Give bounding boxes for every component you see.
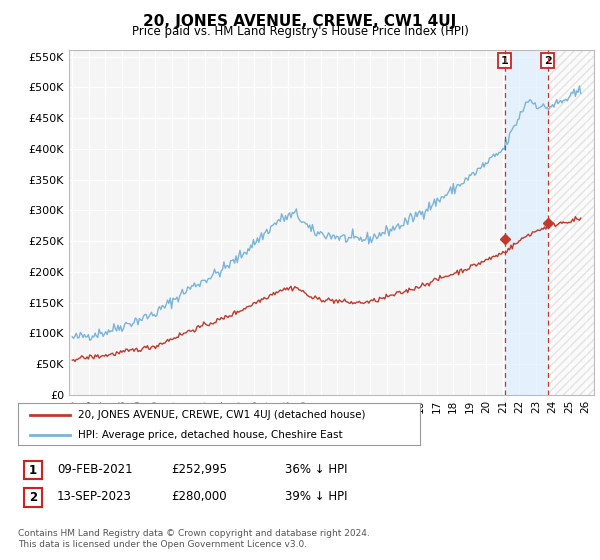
Text: 39% ↓ HPI: 39% ↓ HPI xyxy=(285,490,347,503)
Text: 36% ↓ HPI: 36% ↓ HPI xyxy=(285,463,347,476)
Text: Price paid vs. HM Land Registry's House Price Index (HPI): Price paid vs. HM Land Registry's House … xyxy=(131,25,469,38)
Bar xyxy=(548,50,594,395)
Text: HPI: Average price, detached house, Cheshire East: HPI: Average price, detached house, Ches… xyxy=(79,430,343,440)
Text: 20, JONES AVENUE, CREWE, CW1 4UJ: 20, JONES AVENUE, CREWE, CW1 4UJ xyxy=(143,14,457,29)
Text: £280,000: £280,000 xyxy=(171,490,227,503)
Text: 20, JONES AVENUE, CREWE, CW1 4UJ (detached house): 20, JONES AVENUE, CREWE, CW1 4UJ (detach… xyxy=(79,410,366,420)
Text: 13-SEP-2023: 13-SEP-2023 xyxy=(57,490,132,503)
Bar xyxy=(505,50,548,395)
Text: 09-FEB-2021: 09-FEB-2021 xyxy=(57,463,133,476)
Text: £252,995: £252,995 xyxy=(171,463,227,476)
Text: 1: 1 xyxy=(500,55,508,66)
Bar xyxy=(548,50,594,395)
Text: 1: 1 xyxy=(29,464,37,477)
Text: 2: 2 xyxy=(544,55,551,66)
Text: Contains HM Land Registry data © Crown copyright and database right 2024.
This d: Contains HM Land Registry data © Crown c… xyxy=(18,529,370,549)
Text: 2: 2 xyxy=(29,491,37,504)
